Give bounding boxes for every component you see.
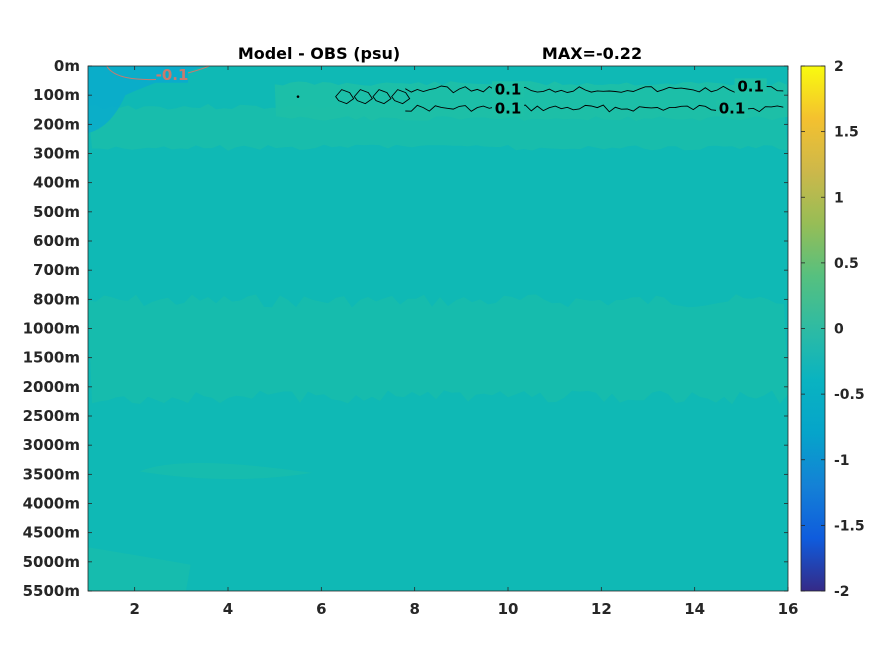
colorbar-tick-label: 1 bbox=[834, 190, 844, 206]
y-tick-label: 100m bbox=[33, 86, 80, 104]
y-tick-label: 800m bbox=[33, 290, 80, 308]
y-tick-label: 3000m bbox=[23, 436, 80, 454]
contour-island bbox=[335, 89, 355, 105]
y-tick-label: 500m bbox=[33, 203, 80, 221]
x-tick-label: 12 bbox=[591, 600, 612, 618]
colorbar-tick-label: 2 bbox=[834, 59, 844, 75]
contour-island bbox=[353, 89, 373, 105]
field-band-surface bbox=[274, 81, 788, 121]
field-patch-upper-left bbox=[88, 66, 205, 134]
y-tick-label: 5000m bbox=[23, 553, 80, 571]
colorbar-tick-label: -2 bbox=[834, 584, 850, 600]
y-axis: 0m 100m 200m 300m 400m 500m 600m 700m 800m 1000m 1… bbox=[23, 57, 788, 600]
colorbar-axis: 2 1.5 1 0.5 0 -0.5 -1 -1.5 -2 bbox=[801, 59, 865, 600]
contour-label-bg bbox=[492, 81, 524, 98]
contour-label-bg bbox=[156, 66, 188, 83]
y-tick-label: 700m bbox=[33, 261, 80, 279]
contour-island bbox=[391, 89, 411, 105]
x-tick-label: 16 bbox=[778, 600, 799, 618]
y-tick-label: 1000m bbox=[23, 320, 80, 338]
y-tick-label: 0m bbox=[54, 57, 80, 75]
contour-label: -0.1 bbox=[156, 66, 189, 84]
y-tick-label: 2500m bbox=[23, 407, 80, 425]
y-tick-label: 400m bbox=[33, 174, 80, 192]
y-tick-label: 3500m bbox=[23, 465, 80, 483]
contour-label-bg bbox=[492, 100, 524, 117]
x-axis: 2 4 6 8 10 12 14 16 bbox=[129, 66, 798, 618]
max-annotation: MAX=-0.22 bbox=[542, 44, 642, 63]
field-lens-bottom-left bbox=[88, 547, 191, 591]
contour-label: 0.1 bbox=[719, 99, 746, 117]
y-tick-label: 2000m bbox=[23, 378, 80, 396]
plot-area: 0.10.10.10.1-0.1 bbox=[88, 66, 788, 591]
x-tick-label: 8 bbox=[409, 600, 419, 618]
contour-label-bg bbox=[734, 78, 767, 95]
y-tick-label: 4500m bbox=[23, 524, 80, 542]
y-tick-label: 300m bbox=[33, 145, 80, 163]
field-lens-deep bbox=[139, 463, 312, 480]
contour-label-bg bbox=[716, 100, 748, 117]
contour-island bbox=[372, 89, 392, 105]
contour-line-upper bbox=[405, 85, 784, 94]
x-tick-label: 4 bbox=[223, 600, 233, 618]
colorbar-tick-label: 0.5 bbox=[834, 256, 859, 272]
colorbar-tick-label: 0 bbox=[834, 322, 844, 338]
contour-label: 0.1 bbox=[495, 99, 522, 117]
field-band-intermediate bbox=[88, 294, 788, 405]
y-tick-label: 4000m bbox=[23, 495, 80, 513]
x-tick-label: 10 bbox=[498, 600, 519, 618]
contour-label: 0.1 bbox=[495, 80, 522, 98]
y-tick-label: 1500m bbox=[23, 349, 80, 367]
y-tick-label: 600m bbox=[33, 232, 80, 250]
x-tick-label: 2 bbox=[129, 600, 139, 618]
x-tick-label: 14 bbox=[684, 600, 705, 618]
colorbar-tick-label: -1 bbox=[834, 453, 850, 469]
colorbar-tick-label: 1.5 bbox=[834, 125, 859, 141]
y-tick-label: 200m bbox=[33, 115, 80, 133]
x-tick-label: 6 bbox=[316, 600, 326, 618]
y-tick-label: 5500m bbox=[23, 582, 80, 600]
contour-dot bbox=[296, 95, 300, 98]
colorbar-tick-label: -0.5 bbox=[834, 387, 865, 403]
chart-title: Model - OBS (psu) bbox=[238, 44, 400, 63]
colorbar-tick-label: -1.5 bbox=[834, 518, 865, 534]
contour-label: 0.1 bbox=[737, 77, 764, 95]
